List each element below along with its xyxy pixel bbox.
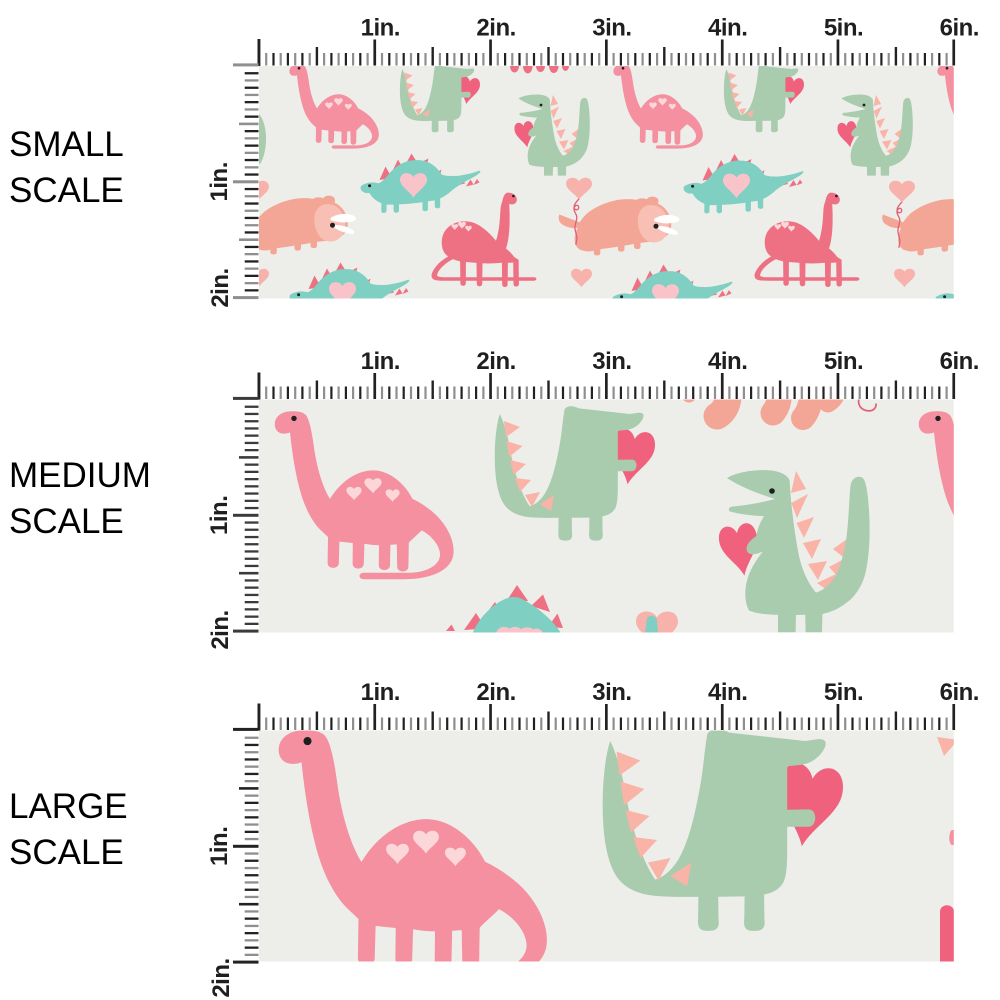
svg-text:5in.: 5in. xyxy=(824,679,863,706)
svg-text:2in.: 2in. xyxy=(476,348,515,375)
svg-text:4in.: 4in. xyxy=(708,679,747,706)
svg-text:1in.: 1in. xyxy=(361,15,400,42)
svg-text:1in.: 1in. xyxy=(361,679,400,706)
svg-text:5in.: 5in. xyxy=(824,15,863,42)
svg-text:6in.: 6in. xyxy=(940,15,979,42)
svg-text:4in.: 4in. xyxy=(708,15,747,42)
svg-text:2in.: 2in. xyxy=(476,15,515,42)
svg-text:2in.: 2in. xyxy=(207,610,234,649)
svg-text:5in.: 5in. xyxy=(824,348,863,375)
svg-text:4in.: 4in. xyxy=(708,348,747,375)
svg-text:3in.: 3in. xyxy=(592,348,631,375)
svg-text:2in.: 2in. xyxy=(207,268,234,307)
svg-text:1in.: 1in. xyxy=(206,496,233,535)
svg-text:3in.: 3in. xyxy=(592,15,631,42)
svg-text:6in.: 6in. xyxy=(940,679,979,706)
svg-text:2in.: 2in. xyxy=(476,679,515,706)
svg-text:2in.: 2in. xyxy=(208,958,235,997)
svg-text:1in.: 1in. xyxy=(361,348,400,375)
svg-text:6in.: 6in. xyxy=(940,348,979,375)
svg-text:1in.: 1in. xyxy=(206,827,233,866)
svg-text:3in.: 3in. xyxy=(592,679,631,706)
svg-text:1in.: 1in. xyxy=(206,162,233,201)
